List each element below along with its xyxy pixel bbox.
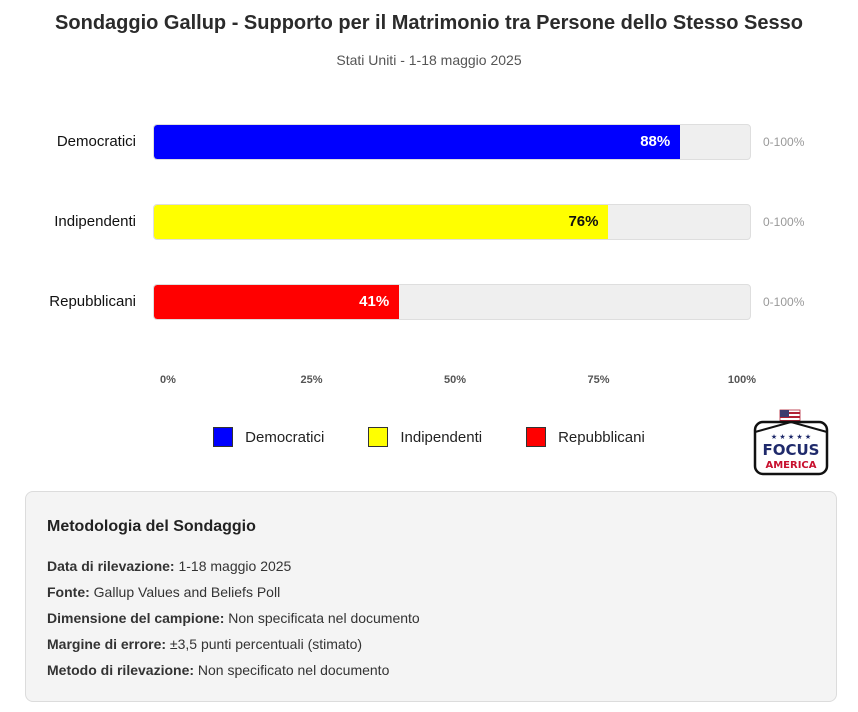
logo-text-focus: FOCUS bbox=[763, 441, 820, 459]
category-label: Repubblicani bbox=[49, 293, 136, 310]
logo-text-america: AMERICA bbox=[765, 460, 816, 471]
bar-value-label: 88% bbox=[640, 133, 671, 150]
svg-text:★ ★ ★ ★ ★: ★ ★ ★ ★ ★ bbox=[771, 433, 811, 441]
x-tick-label: 25% bbox=[300, 374, 323, 386]
legend-item: Indipendenti bbox=[368, 426, 482, 448]
bar: 88% bbox=[154, 125, 681, 159]
legend-label: Indipendenti bbox=[400, 428, 483, 446]
category-label: Indipendenti bbox=[54, 213, 136, 230]
chart-title: Sondaggio Gallup - Supporto per il Matri… bbox=[55, 12, 803, 34]
methodology-item: Metodo di rilevazione: Non specificato n… bbox=[47, 662, 390, 678]
methodology-item: Data di rilevazione: 1-18 maggio 2025 bbox=[47, 558, 292, 574]
legend-label: Repubblicani bbox=[558, 428, 645, 446]
focus-america-logo: ★ ★ ★ ★ ★ FOCUS AMERICA bbox=[753, 409, 829, 476]
x-tick-label: 0% bbox=[160, 374, 176, 386]
bar-row: Democratici 88% 0-100% bbox=[0, 124, 858, 160]
legend-swatch bbox=[526, 427, 547, 447]
x-tick-label: 100% bbox=[727, 374, 757, 386]
methodology-title: Metodologia del Sondaggio bbox=[47, 518, 256, 535]
legend-swatch bbox=[213, 427, 234, 447]
range-label: 0-100% bbox=[763, 215, 805, 229]
legend-item: Repubblicani bbox=[526, 426, 645, 448]
methodology-item: Fonte: Gallup Values and Beliefs Poll bbox=[47, 584, 281, 600]
legend-item: Democratici bbox=[213, 426, 324, 448]
category-label: Democratici bbox=[56, 133, 136, 150]
bar: 41% bbox=[154, 285, 400, 319]
bar-value-label: 76% bbox=[568, 213, 599, 230]
chart-subtitle: Stati Uniti - 1-18 maggio 2025 bbox=[336, 52, 522, 68]
methodology-item: Dimensione del campione: Non specificata… bbox=[47, 610, 420, 626]
x-tick-label: 50% bbox=[443, 374, 467, 386]
methodology-panel: Metodologia del Sondaggio Data di rileva… bbox=[25, 491, 837, 702]
legend-label: Democratici bbox=[245, 428, 325, 446]
range-label: 0-100% bbox=[763, 135, 805, 149]
range-label: 0-100% bbox=[763, 295, 805, 309]
legend-swatch bbox=[368, 427, 389, 447]
bar-row: Repubblicani 41% 0-100% bbox=[0, 284, 858, 320]
x-tick-label: 75% bbox=[587, 374, 610, 386]
bar-track: 41% bbox=[153, 284, 751, 320]
bar: 76% bbox=[154, 205, 609, 239]
bar-track: 88% bbox=[153, 124, 751, 160]
bar-value-label: 41% bbox=[359, 293, 390, 310]
chart-legend: Democratici Indipendenti Repubblicani bbox=[0, 426, 858, 448]
bar-row: Indipendenti 76% 0-100% bbox=[0, 204, 858, 240]
bar-track: 76% bbox=[153, 204, 751, 240]
methodology-item: Margine di errore: ±3,5 punti percentual… bbox=[47, 636, 363, 652]
